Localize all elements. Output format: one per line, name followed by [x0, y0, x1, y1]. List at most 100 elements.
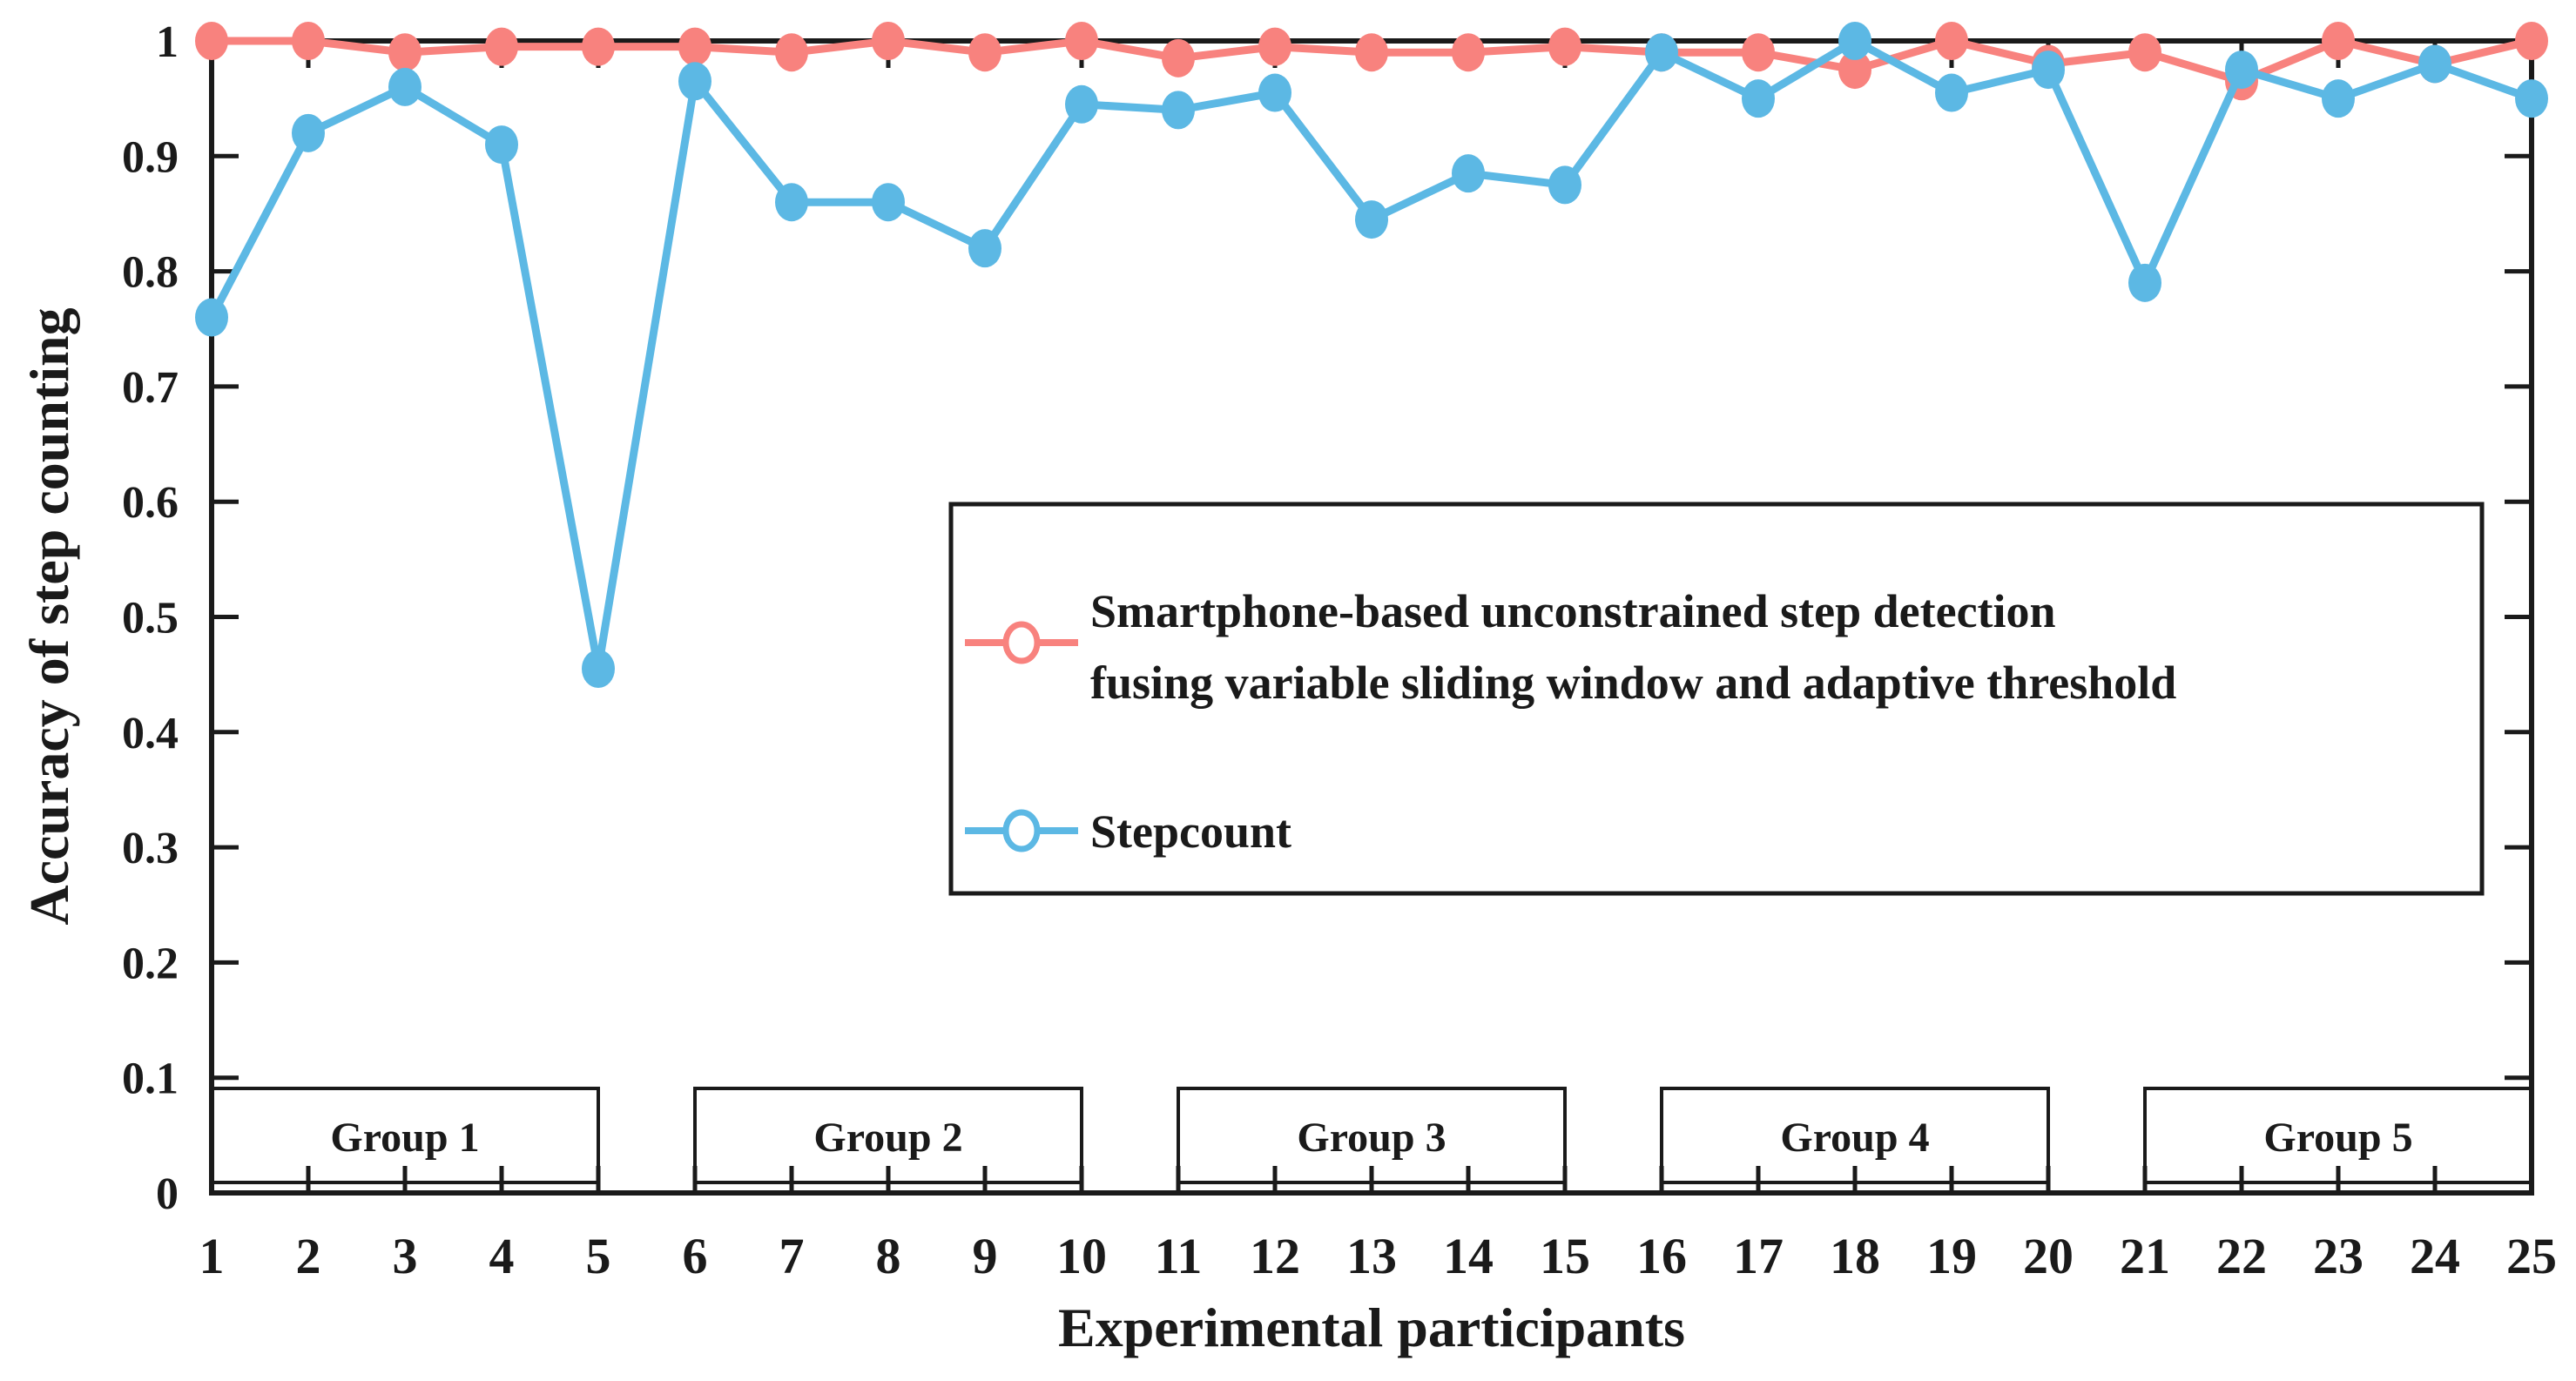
x-tick-label: 7 — [779, 1228, 805, 1284]
data-point — [1065, 84, 1098, 124]
x-tick-label: 2 — [296, 1228, 321, 1284]
x-tick-label: 8 — [876, 1228, 901, 1284]
data-point — [1548, 27, 1581, 66]
x-tick-label: 5 — [586, 1228, 611, 1284]
data-point — [775, 33, 808, 72]
y-tick-label: 0.2 — [122, 939, 179, 988]
y-tick-label: 0 — [156, 1169, 179, 1219]
data-point — [1838, 22, 1871, 60]
data-point — [2032, 51, 2065, 90]
data-point — [1162, 91, 1195, 130]
data-point — [582, 650, 615, 689]
data-point — [388, 67, 421, 106]
x-tick-label: 11 — [1155, 1228, 1203, 1284]
y-tick-label: 1 — [156, 17, 179, 67]
data-point — [775, 183, 808, 222]
data-point — [968, 229, 1001, 268]
group-box-label: Group 2 — [813, 1115, 962, 1161]
y-tick-label: 0.5 — [122, 594, 179, 643]
data-point — [1452, 33, 1485, 72]
x-tick-label: 9 — [973, 1228, 998, 1284]
data-point — [1355, 200, 1388, 239]
x-tick-label: 6 — [683, 1228, 708, 1284]
data-point — [485, 125, 518, 165]
legend: Smartphone-based unconstrained step dete… — [948, 502, 2485, 896]
x-tick-label: 21 — [2120, 1228, 2170, 1284]
x-tick-label: 10 — [1056, 1228, 1107, 1284]
legend-entry-stepcount: Stepcount — [965, 805, 1291, 858]
y-tick-label: 0.6 — [122, 478, 179, 528]
y-tick-label: 0.9 — [122, 132, 179, 182]
data-point — [872, 22, 905, 60]
data-point — [1935, 73, 1968, 112]
data-point — [1742, 79, 1775, 118]
legend-label-smartphone-line1: Smartphone-based unconstrained step dete… — [1090, 585, 2056, 637]
data-point — [2515, 79, 2548, 118]
x-tick-label: 25 — [2506, 1228, 2557, 1284]
data-point — [1355, 33, 1388, 72]
data-point — [872, 183, 905, 222]
x-tick-label: 23 — [2313, 1228, 2364, 1284]
data-point — [1548, 165, 1581, 205]
x-axis-title: Experimental participants — [1058, 1297, 1685, 1358]
data-point — [1258, 73, 1291, 112]
group-box-label: Group 5 — [2263, 1115, 2412, 1161]
y-tick-label: 0.7 — [122, 363, 179, 413]
y-axis-title: Accuracy of step counting — [18, 307, 80, 925]
data-point — [292, 113, 325, 152]
legend-entry-smartphone: Smartphone-based unconstrained step dete… — [965, 585, 2176, 709]
data-point — [2128, 263, 2161, 302]
group-box-label: Group 3 — [1297, 1115, 1446, 1161]
data-point — [1162, 38, 1195, 77]
x-tick-label: 3 — [393, 1228, 418, 1284]
data-point — [968, 33, 1001, 72]
x-tick-label: 4 — [489, 1228, 515, 1284]
data-point — [1258, 27, 1291, 66]
x-tick-label: 19 — [1926, 1228, 1977, 1284]
x-tick-label: 15 — [1540, 1228, 1590, 1284]
data-point — [2322, 79, 2355, 118]
data-point — [388, 33, 421, 72]
legend-label-stepcount: Stepcount — [1090, 805, 1291, 858]
data-point — [1838, 51, 1871, 90]
data-point — [1452, 154, 1485, 193]
data-point — [582, 27, 615, 66]
data-point — [195, 298, 228, 337]
data-point — [195, 22, 228, 60]
data-point — [2322, 22, 2355, 60]
x-tick-label: 24 — [2410, 1228, 2460, 1284]
data-point — [678, 27, 711, 66]
data-point — [292, 22, 325, 60]
data-point — [2128, 33, 2161, 72]
data-point — [2225, 51, 2258, 90]
legend-red-open-circle-icon — [1002, 621, 1041, 664]
data-point — [1065, 22, 1098, 60]
y-tick-label: 0.1 — [122, 1054, 179, 1104]
x-tick-label: 13 — [1346, 1228, 1397, 1284]
legend-box — [948, 502, 2485, 896]
data-point — [678, 62, 711, 101]
x-tick-label: 18 — [1830, 1228, 1880, 1284]
group-box-label: Group 1 — [330, 1115, 479, 1161]
x-tick-label: 12 — [1250, 1228, 1300, 1284]
x-tick-label: 1 — [199, 1228, 225, 1284]
x-tick-label: 22 — [2216, 1228, 2267, 1284]
x-tick-label: 17 — [1733, 1228, 1784, 1284]
data-point — [1742, 33, 1775, 72]
x-tick-label: 14 — [1443, 1228, 1494, 1284]
y-tick-label: 0.4 — [122, 709, 179, 758]
legend-label-smartphone-line2: fusing variable sliding window and adapt… — [1090, 657, 2176, 709]
x-tick-label: 16 — [1636, 1228, 1687, 1284]
y-tick-label: 0.8 — [122, 248, 179, 298]
data-point — [2515, 22, 2548, 60]
data-point — [2418, 44, 2451, 84]
data-point — [1645, 33, 1678, 72]
group-box-label: Group 4 — [1780, 1115, 1929, 1161]
y-tick-label: 0.3 — [122, 824, 179, 873]
x-tick-label: 20 — [2023, 1228, 2074, 1284]
legend-blue-open-circle-icon — [1002, 809, 1041, 852]
plot-area: Group 1 Group 2 Group 3 Group 4 Group 5 0 0.1 0… — [122, 17, 2557, 1284]
data-point — [1935, 22, 1968, 60]
